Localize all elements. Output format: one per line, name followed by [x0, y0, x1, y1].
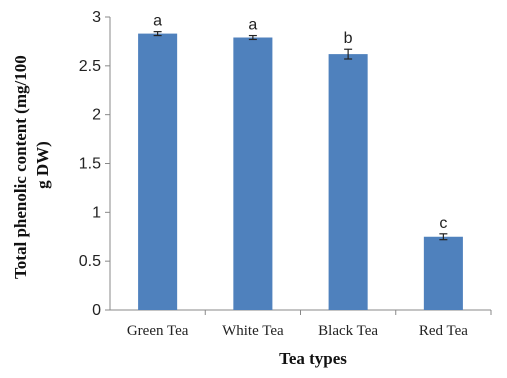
x-axis-title: Tea types [279, 349, 347, 368]
y-tick-label: 1.5 [79, 156, 101, 173]
y-tick-label: 0 [92, 302, 101, 319]
y-tick-label: 2 [92, 107, 101, 124]
y-axis-title: Total phenolic content (mg/100 g DW) [11, 51, 52, 279]
significance-label: a [153, 13, 162, 30]
bar [138, 33, 178, 310]
x-category-label: Green Tea [127, 323, 189, 339]
y-tick-label: 0.5 [79, 253, 101, 270]
y-tick-label: 1 [92, 204, 101, 221]
y-axis: 0 0.5 1 1.5 2 2.5 3 [79, 9, 111, 319]
x-category-label: White Tea [222, 323, 284, 339]
significance-label: a [248, 17, 257, 34]
bar [423, 236, 463, 310]
y-tick-label: 3 [92, 9, 101, 26]
bar [233, 37, 273, 310]
x-category-label: Black Tea [318, 323, 378, 339]
significance-label: b [344, 30, 353, 47]
bar [328, 54, 368, 310]
y-axis-title-line-2: g DW) [33, 141, 52, 189]
bars-group: a a b c [138, 13, 463, 310]
x-axis: Green Tea White Tea Black Tea Red Tea [110, 309, 492, 339]
y-tick-label: 2.5 [79, 58, 101, 75]
significance-label: c [439, 215, 447, 232]
y-axis-title-line-1: Total phenolic content (mg/100 [11, 55, 30, 279]
x-category-label: Red Tea [419, 323, 468, 339]
